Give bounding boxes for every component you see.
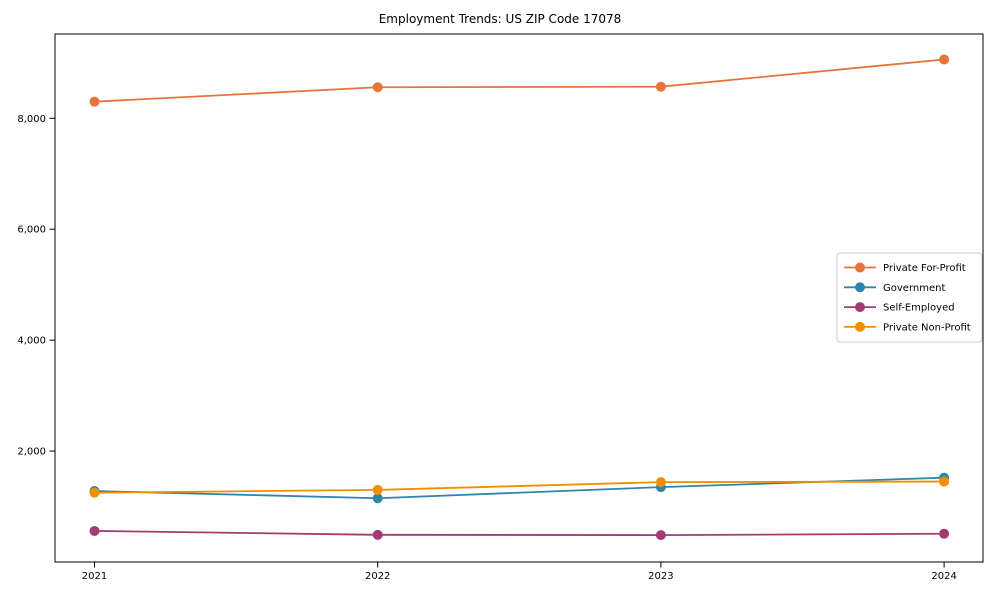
- legend-item-government: Government: [844, 282, 945, 294]
- marker-private-for-profit-2024: [939, 54, 950, 65]
- series-line-self-employed: [94, 530, 945, 537]
- marker-self-employed-2023: [655, 530, 666, 541]
- legend-item-self-employed: Self-Employed: [844, 302, 955, 314]
- series-line-private-non-profit: [94, 480, 945, 494]
- legend-marker-self-employed: [855, 302, 865, 313]
- legend-marker-government: [855, 282, 865, 293]
- legend-label-private-non-profit: Private Non-Profit: [883, 322, 971, 333]
- marker-government-2022: [372, 493, 383, 504]
- legend-item-private-for-profit: Private For-Profit: [844, 262, 966, 274]
- y-tick-label-2000: 2,000: [17, 447, 46, 458]
- x-tick-label-2024: 2024: [931, 571, 956, 582]
- chart-title: Employment Trends: US ZIP Code 17078: [378, 12, 622, 26]
- marker-private-for-profit-2021: [89, 96, 100, 107]
- x-tick-label-2023: 2023: [648, 571, 673, 582]
- legend-box: [836, 252, 983, 343]
- legend-marker-private-non-profit: [855, 321, 865, 332]
- y-tick-label-6000: 6,000: [17, 225, 46, 236]
- series-line-government: [94, 476, 945, 500]
- marker-private-for-profit-2022: [372, 82, 383, 93]
- y-tick-label-4000: 4,000: [17, 336, 46, 347]
- marker-private-non-profit-2024: [939, 476, 950, 487]
- series-line-private-for-profit: [94, 58, 945, 103]
- plot-area-border: [54, 33, 984, 563]
- marker-private-for-profit-2023: [655, 81, 666, 92]
- legend-label-private-for-profit: Private For-Profit: [883, 263, 966, 274]
- marker-private-non-profit-2021: [89, 487, 100, 498]
- legend-item-private-non-profit: Private Non-Profit: [844, 321, 971, 333]
- legend-label-self-employed: Self-Employed: [883, 303, 955, 314]
- legend-label-government: Government: [883, 283, 945, 294]
- legend-marker-private-for-profit: [855, 262, 865, 273]
- x-tick-label-2022: 2022: [365, 571, 390, 582]
- marker-self-employed-2024: [939, 528, 950, 539]
- marker-private-non-profit-2022: [372, 484, 383, 495]
- x-tick-label-2021: 2021: [82, 571, 107, 582]
- marker-self-employed-2021: [89, 525, 100, 536]
- y-tick-label-8000: 8,000: [17, 114, 46, 125]
- marker-self-employed-2022: [372, 529, 383, 540]
- marker-private-non-profit-2023: [655, 477, 666, 488]
- legend: Private For-Profit Government Self-Employe…: [836, 252, 983, 343]
